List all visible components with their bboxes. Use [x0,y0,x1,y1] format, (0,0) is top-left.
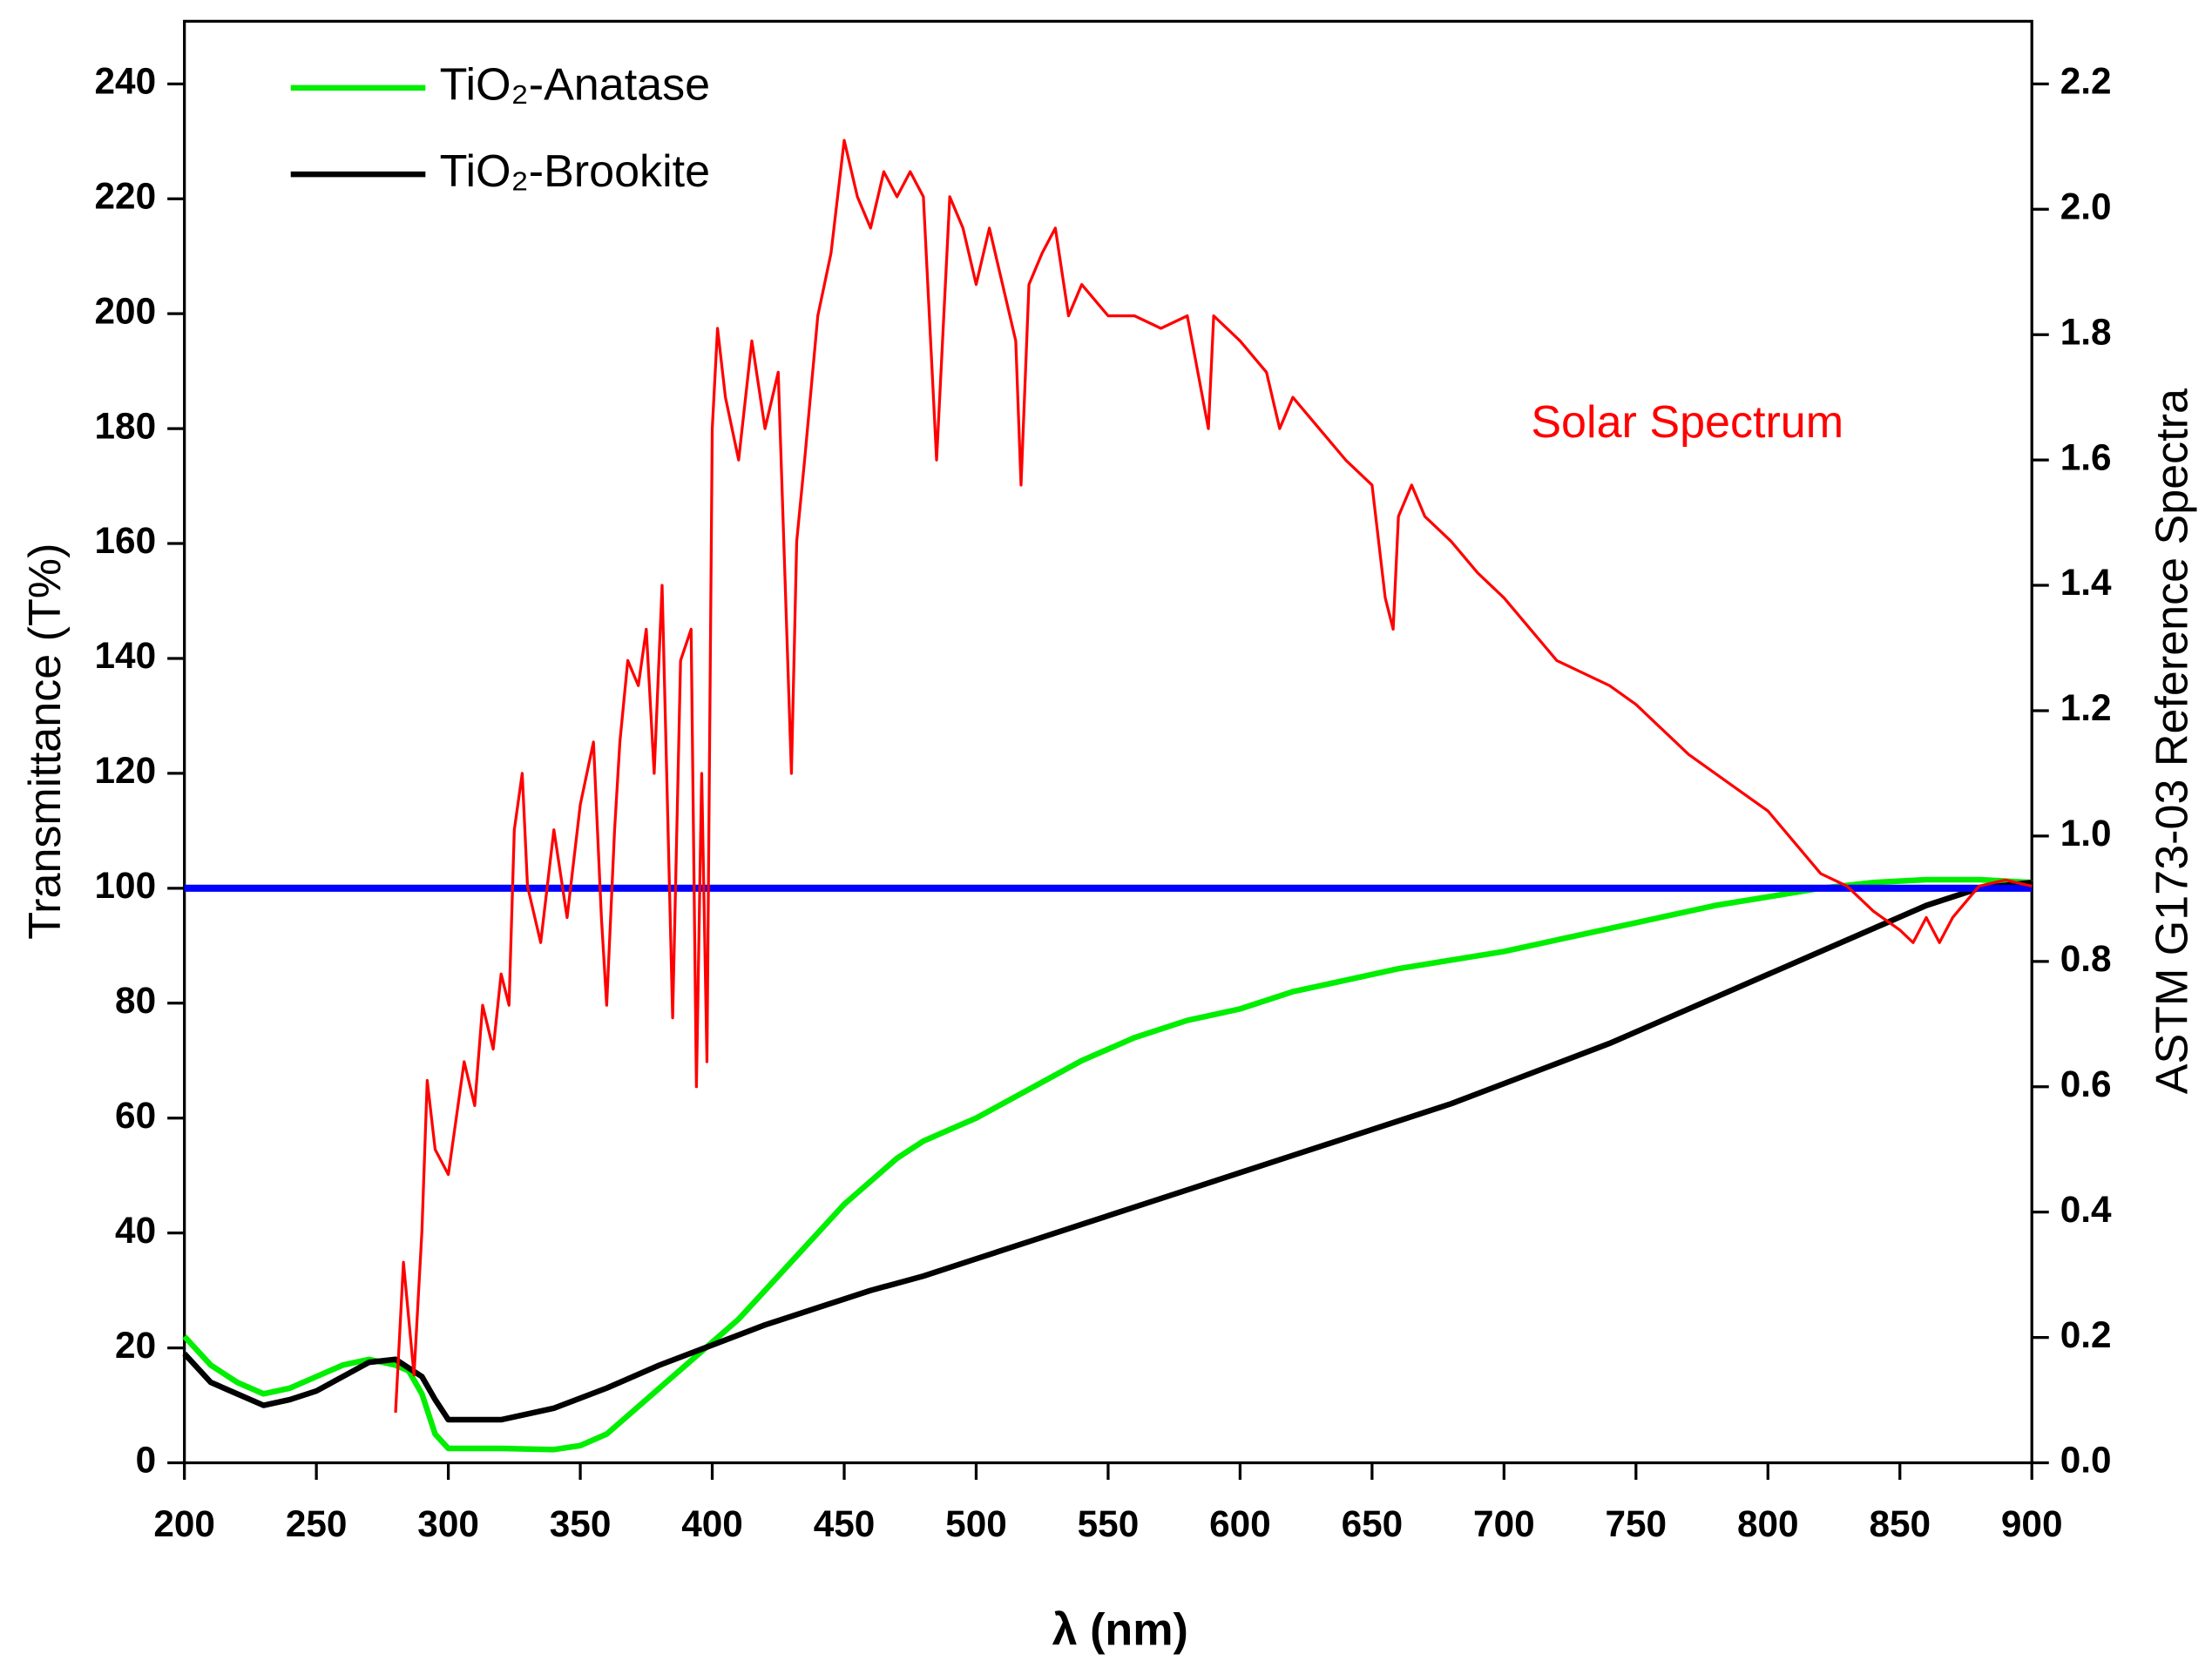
x-tick-label: 700 [1473,1503,1535,1544]
series-line [394,138,2033,1414]
y2-axis-title: ASTM G173-03 Reference Spectra [2147,388,2197,1094]
y2-tick-label: 0.4 [2060,1189,2112,1230]
x-tick-label: 250 [286,1503,348,1544]
plot-frame [183,19,2033,1465]
y-tick-label: 120 [95,750,157,791]
x-tick-label: 600 [1209,1503,1271,1544]
y-tick-label: 240 [95,60,157,101]
x-tick-label: 550 [1078,1503,1140,1544]
legend-label: TiO₂-Brookite [440,146,710,197]
y2-tick-label: 0.2 [2060,1314,2112,1355]
y-tick-label: 160 [95,520,157,561]
x-tick-label: 450 [814,1503,876,1544]
series-annotation: Solar Spectrum [1531,397,1843,448]
x-tick-label: 800 [1737,1503,1799,1544]
y-tick-label: 80 [115,980,156,1021]
x-tick-label: 750 [1606,1503,1667,1544]
y2-tick-label: 1.4 [2060,562,2112,603]
y-tick-label: 20 [115,1325,156,1366]
y-tick-label: 60 [115,1095,156,1136]
y2-tick-label: 2.0 [2060,186,2112,226]
x-axis-title: λ (nm) [1052,1605,1188,1656]
y2-tick-label: 1.2 [2060,687,2112,728]
x-tick-label: 650 [1342,1503,1404,1544]
y-axis-title: Transmittance (T%) [20,543,71,940]
legend-label: TiO₂-Anatase [440,60,711,111]
y2-tick-label: 1.0 [2060,813,2112,854]
x-tick-label: 850 [1869,1503,1931,1544]
y-tick-label: 180 [95,405,157,446]
y-tick-label: 220 [95,175,157,216]
y2-tick-label: 1.8 [2060,311,2112,352]
x-tick-label: 900 [2001,1503,2063,1544]
y-tick-label: 40 [115,1210,156,1251]
y-tick-label: 200 [95,290,157,331]
x-tick-label: 350 [550,1503,612,1544]
x-tick-label: 300 [417,1503,479,1544]
x-tick-label: 500 [945,1503,1007,1544]
y2-tick-label: 0.0 [2060,1440,2112,1481]
series-line [182,876,2033,1453]
y2-tick-label: 0.6 [2060,1063,2112,1104]
y-tick-label: 100 [95,865,157,906]
y-tick-label: 140 [95,635,157,676]
x-tick-label: 200 [153,1503,215,1544]
x-tick-label: 400 [681,1503,743,1544]
y2-tick-label: 0.8 [2060,938,2112,979]
series-line [182,880,2033,1423]
y2-tick-label: 2.2 [2060,61,2112,102]
y2-tick-label: 1.6 [2060,436,2112,477]
y-tick-label: 0 [136,1440,157,1481]
